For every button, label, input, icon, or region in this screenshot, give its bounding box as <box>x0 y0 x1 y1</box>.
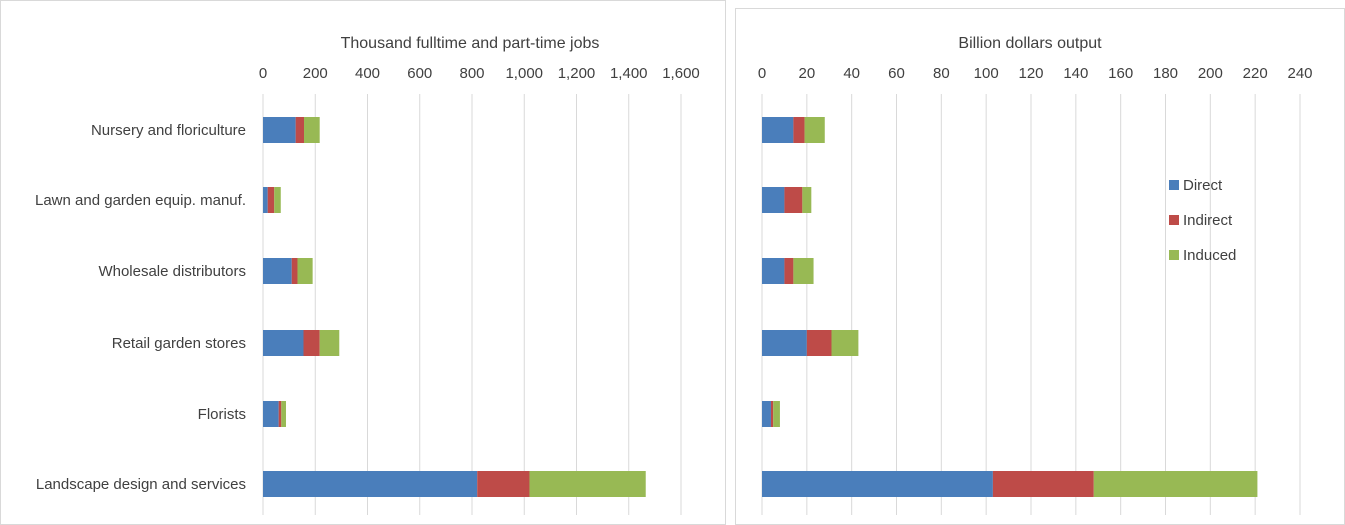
legend: Direct Indirect Induced <box>1169 177 1236 264</box>
legend-swatch-indirect <box>1169 215 1179 225</box>
category-label-landscape-design-and-services: Landscape design and services <box>36 476 246 493</box>
x-tick-label: 180 <box>1153 65 1178 82</box>
x-tick-label: 100 <box>974 65 999 82</box>
bar-induced-wholesale-distributors <box>297 258 313 284</box>
bar-induced-florists <box>281 401 286 427</box>
bar-indirect-florists <box>278 401 282 427</box>
bar-induced-nursery-and-floriculture <box>804 117 825 143</box>
bar-direct-landscape-design-and-services <box>263 471 478 497</box>
bar-indirect-wholesale-distributors <box>784 258 794 284</box>
left-chart: 0 200 400 600 800 1,000 1,200 1,400 1,600 Nursery… <box>35 65 700 515</box>
category-label-lawn-and-garden-equip-manuf: Lawn and garden equip. manuf. <box>35 192 246 209</box>
bar-induced-wholesale-distributors <box>793 258 814 284</box>
x-tick-label: 40 <box>843 65 860 82</box>
bar-indirect-retail-garden-stores <box>806 330 832 356</box>
legend-swatch-induced <box>1169 250 1179 260</box>
bar-indirect-landscape-design-and-services <box>992 471 1094 497</box>
left-panel-border <box>0 0 726 525</box>
bar-indirect-wholesale-distributors <box>291 258 298 284</box>
x-tick-label: 1,400 <box>610 65 648 82</box>
category-label-retail-garden-stores: Retail garden stores <box>112 335 246 352</box>
bar-indirect-florists <box>770 401 774 427</box>
bar-direct-nursery-and-floriculture <box>263 117 296 143</box>
category-label-florists: Florists <box>198 406 246 423</box>
x-tick-label: 600 <box>407 65 432 82</box>
x-tick-label: 400 <box>355 65 380 82</box>
x-tick-label: 200 <box>1198 65 1223 82</box>
right-chart: 0 20 40 60 80 100 120 140 160 180 200 220 240 <box>758 65 1313 515</box>
bar-direct-nursery-and-floriculture <box>762 117 794 143</box>
bar-direct-florists <box>263 401 279 427</box>
x-tick-label: 800 <box>459 65 484 82</box>
bar-direct-florists <box>762 401 771 427</box>
left-chart-title: Thousand fulltime and part-time jobs <box>341 35 600 52</box>
x-tick-label: 1,000 <box>505 65 543 82</box>
bar-direct-wholesale-distributors <box>762 258 785 284</box>
bar-induced-retail-garden-stores <box>831 330 859 356</box>
x-tick-label: 140 <box>1063 65 1088 82</box>
right-chart-title: Billion dollars output <box>958 35 1102 52</box>
category-label-wholesale-distributors: Wholesale distributors <box>98 263 246 280</box>
legend-label-indirect: Indirect <box>1183 212 1233 229</box>
x-tick-label: 160 <box>1108 65 1133 82</box>
bar-direct-wholesale-distributors <box>263 258 292 284</box>
x-tick-label: 20 <box>798 65 815 82</box>
x-tick-label: 220 <box>1243 65 1268 82</box>
legend-label-direct: Direct <box>1183 177 1223 194</box>
bar-indirect-landscape-design-and-services <box>477 471 530 497</box>
bar-direct-landscape-design-and-services <box>762 471 993 497</box>
x-tick-label: 200 <box>303 65 328 82</box>
right-panel-border <box>735 8 1345 525</box>
x-tick-label: 60 <box>888 65 905 82</box>
x-tick-label: 0 <box>259 65 267 82</box>
x-tick-label: 1,600 <box>662 65 700 82</box>
x-tick-label: 240 <box>1287 65 1312 82</box>
bar-induced-lawn-and-garden-equip-manuf <box>802 187 812 213</box>
bar-indirect-retail-garden-stores <box>303 330 320 356</box>
bar-direct-retail-garden-stores <box>263 330 304 356</box>
category-label-nursery-and-floriculture: Nursery and floriculture <box>91 122 246 139</box>
bar-indirect-lawn-and-garden-equip-manuf <box>784 187 803 213</box>
x-tick-label: 120 <box>1018 65 1043 82</box>
bar-indirect-nursery-and-floriculture <box>295 117 305 143</box>
x-tick-label: 1,200 <box>558 65 596 82</box>
legend-label-induced: Induced <box>1183 247 1236 264</box>
bar-induced-landscape-design-and-services <box>1093 471 1258 497</box>
legend-swatch-direct <box>1169 180 1179 190</box>
x-tick-label: 0 <box>758 65 766 82</box>
bar-induced-landscape-design-and-services <box>529 471 646 497</box>
x-tick-label: 80 <box>933 65 950 82</box>
bar-direct-lawn-and-garden-equip-manuf <box>762 187 785 213</box>
bar-induced-lawn-and-garden-equip-manuf <box>274 187 281 213</box>
bar-induced-nursery-and-floriculture <box>304 117 320 143</box>
bar-direct-retail-garden-stores <box>762 330 807 356</box>
bar-induced-retail-garden-stores <box>319 330 340 356</box>
bar-indirect-lawn-and-garden-equip-manuf <box>267 187 275 213</box>
bar-induced-florists <box>773 401 780 427</box>
bar-indirect-nursery-and-floriculture <box>793 117 805 143</box>
bar-direct-lawn-and-garden-equip-manuf <box>263 187 268 213</box>
